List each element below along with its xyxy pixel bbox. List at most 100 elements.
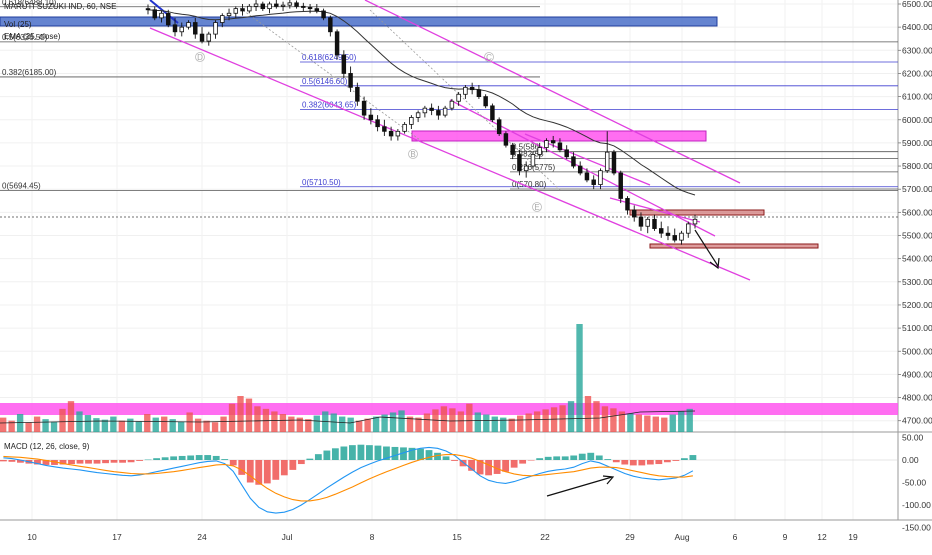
macd-histogram-bar <box>680 458 688 460</box>
macd-histogram-bar <box>93 460 101 464</box>
macd-legend[interactable]: MACD (12, 26, close, 9) <box>4 442 90 451</box>
price-axis-label: 4700.00 <box>902 416 932 426</box>
candle-body <box>199 33 205 42</box>
volume-bar <box>50 421 58 432</box>
volume-bar <box>8 420 15 432</box>
candle-body <box>456 93 461 102</box>
price-axis-label: 6200.00 <box>902 68 932 78</box>
wave-label: C <box>486 53 492 62</box>
price-axis-label: 5000.00 <box>902 346 932 356</box>
price-axis-label: 5500.00 <box>902 231 932 241</box>
macd-histogram-bar <box>485 460 493 476</box>
macd-histogram-bar <box>314 454 322 460</box>
fib-level-label: 0.382(58 <box>512 150 544 159</box>
volume-bar <box>669 414 676 432</box>
macd-histogram-bar <box>306 458 314 460</box>
candle-body <box>409 117 414 125</box>
candle-body <box>530 154 536 167</box>
candle-body <box>672 235 677 241</box>
volume-bar <box>279 414 287 432</box>
candle-body <box>341 54 347 74</box>
zone-brown-upper <box>629 209 765 216</box>
candle-body <box>490 105 495 121</box>
macd-histogram-bar <box>621 460 629 465</box>
macd-histogram-bar <box>212 455 220 460</box>
macd-histogram-bar <box>570 455 578 460</box>
wave-label: D <box>197 53 203 62</box>
fib-level-label: 0.382(6043.65) <box>302 101 357 110</box>
candle-body <box>321 10 326 19</box>
volume-bar <box>288 416 295 432</box>
volume-bar <box>211 422 219 432</box>
volume-bar <box>254 406 261 432</box>
candle-body <box>179 26 184 33</box>
volume-bar <box>449 408 456 432</box>
candle-body <box>145 8 151 11</box>
macd-histogram-bar <box>221 459 229 460</box>
candle-body <box>692 218 698 225</box>
wave-label-circle <box>408 149 418 159</box>
candle-body <box>402 123 407 132</box>
wave-label: B <box>410 150 415 159</box>
volume-bar <box>678 411 685 432</box>
divergence-arrow <box>546 476 613 497</box>
macd-histogram-bar <box>289 460 297 470</box>
macd-histogram-bar <box>246 460 254 483</box>
volume-bar <box>347 417 354 432</box>
macd-histogram-bar <box>263 460 271 484</box>
macd-histogram-bar <box>502 460 510 472</box>
symbol-title[interactable]: MARUTI SUZUKI IND, 60, NSE <box>4 2 117 11</box>
macd-histogram-bar <box>638 460 646 466</box>
candle-body <box>503 133 509 146</box>
macd-histogram-bar <box>536 458 544 460</box>
macd-histogram-bar <box>119 460 126 463</box>
fib-level-label: 0(570.80) <box>512 180 547 189</box>
fib-level-label: 0.5(6336.55) <box>2 33 48 42</box>
volume-legend[interactable]: Vol (25) <box>4 20 32 29</box>
time-axis-label: 12 <box>817 532 827 542</box>
candle-body <box>274 3 279 7</box>
volume-bar <box>398 410 405 432</box>
volume-bar <box>169 419 176 432</box>
candle-body <box>328 17 333 33</box>
candle-body <box>415 112 421 118</box>
macd-histogram-bar <box>587 452 595 460</box>
macd-histogram-bar <box>170 456 178 460</box>
wave-label-circle <box>195 52 205 62</box>
candle-body <box>550 140 556 144</box>
candle-body <box>388 130 394 137</box>
volume-bar <box>59 408 66 432</box>
candle-body <box>604 151 610 172</box>
macd-histogram-bar <box>459 460 467 467</box>
macd-histogram-bar <box>340 446 348 460</box>
candle-body <box>334 31 340 56</box>
candle-body <box>442 107 448 116</box>
macd-histogram-bar <box>468 460 475 471</box>
signal-line <box>3 454 693 502</box>
candle-body <box>679 232 684 241</box>
fib-level-label: 0(5710.50) <box>302 178 341 187</box>
candle-body <box>301 5 306 8</box>
price-axis-label: 5900.00 <box>902 138 932 148</box>
candle-body <box>348 73 353 88</box>
candle-body <box>172 24 178 33</box>
volume-ma-line <box>0 410 696 424</box>
candle-body <box>598 170 603 185</box>
volume-bar <box>576 324 583 432</box>
time-axis-label: 8 <box>370 532 375 542</box>
macd-histogram-bar <box>434 452 441 460</box>
candle-body <box>355 86 360 102</box>
volume-bar <box>686 408 693 432</box>
candle-body <box>193 22 198 35</box>
price-axis-label: 4800.00 <box>902 393 932 403</box>
candle-body <box>449 100 455 109</box>
macd-histogram-bar <box>578 453 586 460</box>
ema-legend[interactable]: EMA (25, close) <box>4 32 61 41</box>
channel-line <box>149 27 751 281</box>
candle-body <box>645 218 650 227</box>
volume-bar <box>42 419 49 432</box>
candle-body <box>240 8 245 12</box>
price-axis-label: 6100.00 <box>902 92 932 102</box>
